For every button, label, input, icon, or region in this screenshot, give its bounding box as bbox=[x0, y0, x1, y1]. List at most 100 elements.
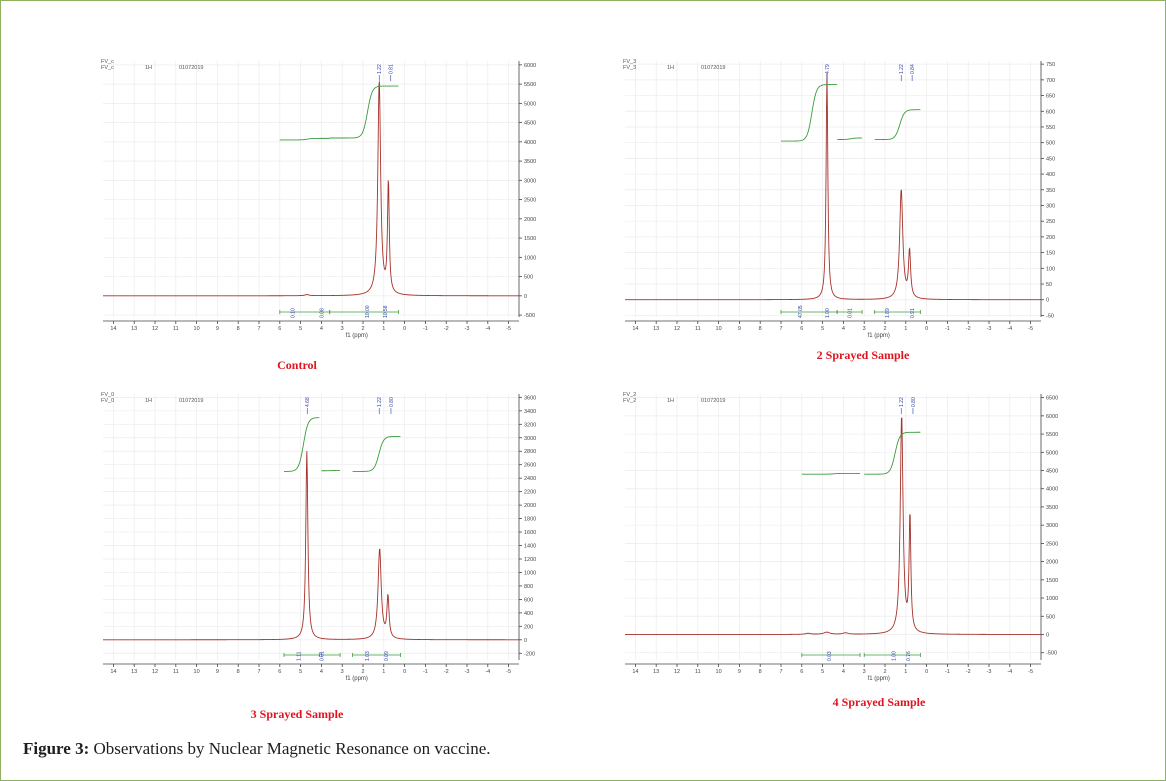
x-tick-label: 0 bbox=[925, 326, 928, 332]
x-tick-label: 10 bbox=[194, 326, 200, 332]
x-tick-label: 14 bbox=[110, 326, 116, 332]
peak-label: 1.22 bbox=[377, 64, 383, 74]
date-code-label: 01072019 bbox=[701, 65, 725, 71]
x-tick-label: 13 bbox=[653, 669, 659, 675]
x-tick-label: 7 bbox=[779, 669, 782, 675]
integral-value-label: 47.05 bbox=[798, 305, 804, 318]
x-tick-label: -2 bbox=[444, 326, 449, 332]
y-tick-label: 0 bbox=[524, 638, 527, 644]
y-tick-label: 0 bbox=[524, 294, 527, 300]
figure-label: Figure 3: bbox=[23, 739, 90, 758]
y-tick-label: 4000 bbox=[524, 140, 536, 146]
x-tick-label: 4 bbox=[842, 326, 845, 332]
peak-label: 1.22 bbox=[377, 397, 383, 407]
integral-curve bbox=[864, 431, 921, 475]
x-tick-label: 4 bbox=[320, 326, 323, 332]
integral-value-label: 1.00 bbox=[891, 651, 897, 661]
peak-label: 0.81 bbox=[389, 64, 395, 74]
y-tick-label: 800 bbox=[524, 584, 533, 590]
y-tick-label: 5000 bbox=[524, 101, 536, 107]
integral-value-label: 10.58 bbox=[383, 305, 389, 318]
y-tick-label: 1000 bbox=[524, 570, 536, 576]
sample-header-label: FV_c bbox=[101, 59, 114, 65]
x-tick-label: 2 bbox=[361, 326, 364, 332]
nmr-spectrum-control: FV_cFV_c 1H 01072019-500050010001500200025… bbox=[101, 59, 536, 339]
integral-curve bbox=[352, 435, 401, 472]
y-tick-label: 400 bbox=[524, 611, 533, 617]
nucleus-label: 1H bbox=[145, 65, 152, 71]
integral-value-label: 1.00 bbox=[825, 308, 831, 318]
integral-value-label: 1.03 bbox=[365, 651, 371, 661]
x-tick-label: 10 bbox=[716, 669, 722, 675]
y-tick-label: 1600 bbox=[524, 530, 536, 536]
y-tick-label: 1500 bbox=[1046, 578, 1058, 584]
x-tick-label: 13 bbox=[131, 326, 137, 332]
x-tick-label: -5 bbox=[506, 326, 511, 332]
y-tick-label: -200 bbox=[524, 651, 535, 657]
x-tick-label: 13 bbox=[131, 669, 137, 675]
y-tick-label: 5500 bbox=[1046, 432, 1058, 438]
x-tick-label: -5 bbox=[506, 669, 511, 675]
sample-header-label: FV_3 bbox=[623, 59, 636, 65]
x-tick-label: 1 bbox=[904, 326, 907, 332]
x-tick-label: 0 bbox=[403, 326, 406, 332]
sample-header-label: FV_0 bbox=[101, 392, 114, 398]
peak-label: 0.84 bbox=[910, 64, 916, 74]
x-tick-label: 5 bbox=[821, 326, 824, 332]
y-tick-label: 1500 bbox=[524, 236, 536, 242]
x-tick-label: -1 bbox=[423, 669, 428, 675]
integral-curve bbox=[283, 417, 320, 472]
y-tick-label: 150 bbox=[1046, 251, 1055, 257]
x-axis-label: f1 (ppm) bbox=[868, 676, 890, 682]
x-tick-label: 14 bbox=[110, 669, 116, 675]
x-tick-label: 9 bbox=[216, 326, 219, 332]
y-tick-label: 1000 bbox=[524, 255, 536, 261]
x-tick-label: 7 bbox=[257, 669, 260, 675]
y-tick-label: 450 bbox=[1046, 156, 1055, 162]
x-tick-label: 5 bbox=[299, 669, 302, 675]
y-tick-label: 4000 bbox=[1046, 487, 1058, 493]
x-tick-label: 9 bbox=[738, 326, 741, 332]
y-tick-label: 2000 bbox=[524, 217, 536, 223]
peak-label: 4.79 bbox=[825, 64, 831, 74]
y-tick-label: 1200 bbox=[524, 557, 536, 563]
y-tick-label: 100 bbox=[1046, 266, 1055, 272]
nmr-spectrum-2-sprayed: FV_3FV_3 1H 01072019-500501001502002503003… bbox=[623, 59, 1055, 339]
y-tick-label: 200 bbox=[524, 624, 533, 630]
integral-value-label: 0.10 bbox=[290, 308, 296, 318]
y-tick-label: 50 bbox=[1046, 282, 1052, 288]
integral-curve bbox=[837, 137, 863, 140]
x-axis-label: f1 (ppm) bbox=[346, 333, 368, 339]
y-tick-label: 0 bbox=[1046, 632, 1049, 638]
y-tick-label: 3500 bbox=[1046, 505, 1058, 511]
x-tick-label: -5 bbox=[1028, 669, 1033, 675]
x-tick-label: 4 bbox=[320, 669, 323, 675]
integral-value-label: 1.11 bbox=[297, 651, 303, 661]
x-tick-label: 1 bbox=[904, 669, 907, 675]
x-tick-label: 8 bbox=[759, 669, 762, 675]
x-tick-label: 7 bbox=[779, 326, 782, 332]
x-tick-label: -3 bbox=[465, 326, 470, 332]
x-tick-label: 3 bbox=[863, 326, 866, 332]
x-tick-label: 14 bbox=[632, 326, 638, 332]
y-tick-label: 2000 bbox=[524, 503, 536, 509]
spectrum-line bbox=[103, 81, 519, 297]
x-tick-label: -4 bbox=[1007, 669, 1012, 675]
y-tick-label: 500 bbox=[1046, 141, 1055, 147]
figure-caption-text: Observations by Nuclear Magnetic Resonan… bbox=[89, 739, 491, 758]
x-tick-label: 1 bbox=[382, 326, 385, 332]
sample-header-label: FV_c bbox=[101, 65, 114, 71]
y-tick-label: 0 bbox=[1046, 298, 1049, 304]
nmr-spectrum-4-sprayed: FV_2FV_2 1H 01072019-500050010001500200025… bbox=[623, 392, 1058, 682]
panel-caption-3-sprayed: 3 Sprayed Sample bbox=[250, 707, 344, 721]
peak-label: 0.80 bbox=[911, 397, 917, 407]
panel-caption-control: Control bbox=[277, 358, 317, 372]
figure-caption: Figure 3: Observations by Nuclear Magnet… bbox=[23, 739, 491, 759]
x-tick-label: 6 bbox=[800, 326, 803, 332]
peak-label: 1.22 bbox=[899, 64, 905, 74]
y-tick-label: 250 bbox=[1046, 219, 1055, 225]
y-tick-label: 2500 bbox=[524, 198, 536, 204]
x-tick-label: 0 bbox=[403, 669, 406, 675]
spectrum-line bbox=[103, 451, 519, 641]
